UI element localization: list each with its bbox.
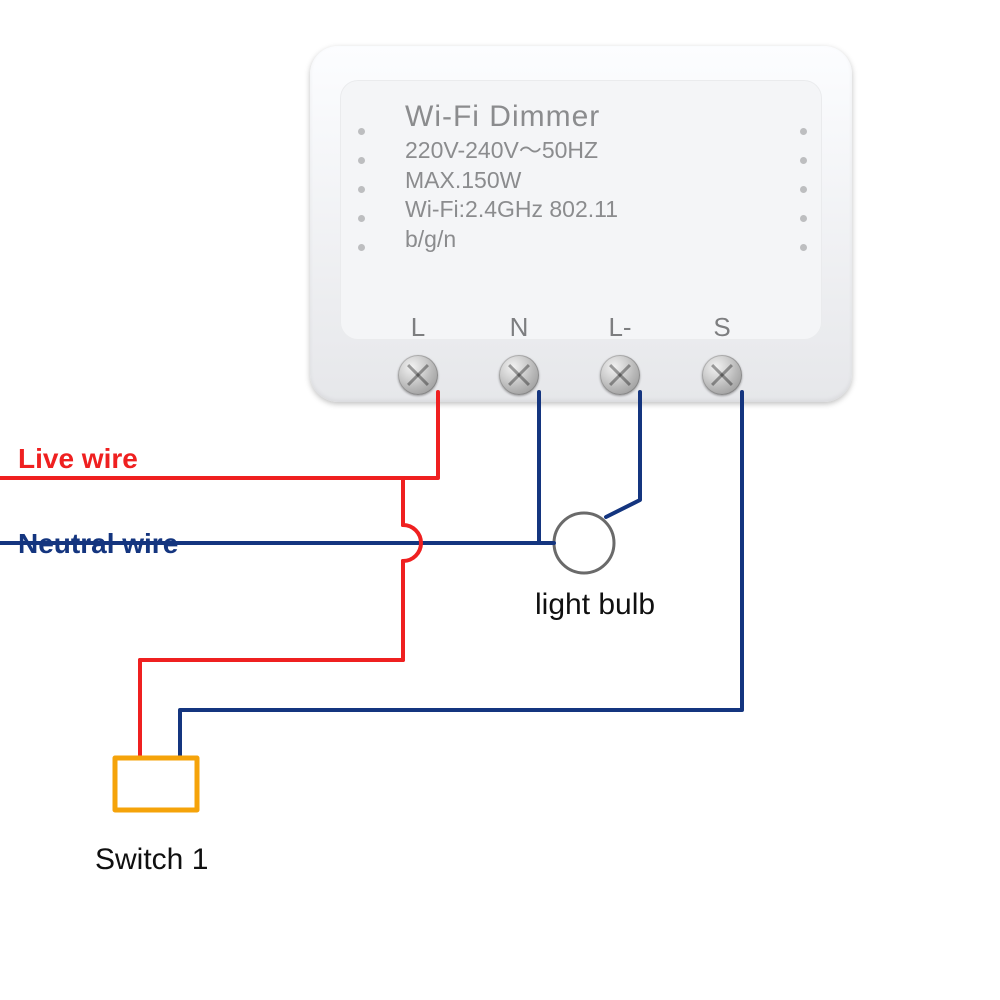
device-spec-2: Wi-Fi:2.4GHz 802.11 — [405, 195, 618, 224]
device-spec-0: 220V-240V～50HZ — [405, 136, 618, 165]
device-title: Wi-Fi Dimmer — [405, 98, 618, 136]
terminal-label-N: N — [499, 312, 539, 343]
light-bulb-icon — [554, 513, 614, 573]
live-wire-label: Live wire — [18, 443, 138, 475]
switch-1-icon — [115, 758, 197, 810]
terminal-screw-L — [398, 355, 438, 395]
terminal-label-L: L — [398, 312, 438, 343]
switch-label: Switch 1 — [95, 843, 208, 877]
light-bulb-label: light bulb — [535, 588, 655, 622]
device-text-block: Wi-Fi Dimmer 220V-240V～50HZ MAX.150W Wi-… — [405, 98, 618, 254]
terminal-label-Lm: L- — [600, 312, 640, 343]
dot-column-left — [358, 128, 365, 251]
dot-column-right — [800, 128, 807, 251]
device-spec-3: b/g/n — [405, 225, 618, 254]
terminal-screw-S — [702, 355, 742, 395]
terminal-screw-Lm — [600, 355, 640, 395]
terminal-label-S: S — [702, 312, 742, 343]
device-spec-1: MAX.150W — [405, 166, 618, 195]
terminal-screw-N — [499, 355, 539, 395]
neutral-wire-label: Neutral wire — [18, 528, 178, 560]
